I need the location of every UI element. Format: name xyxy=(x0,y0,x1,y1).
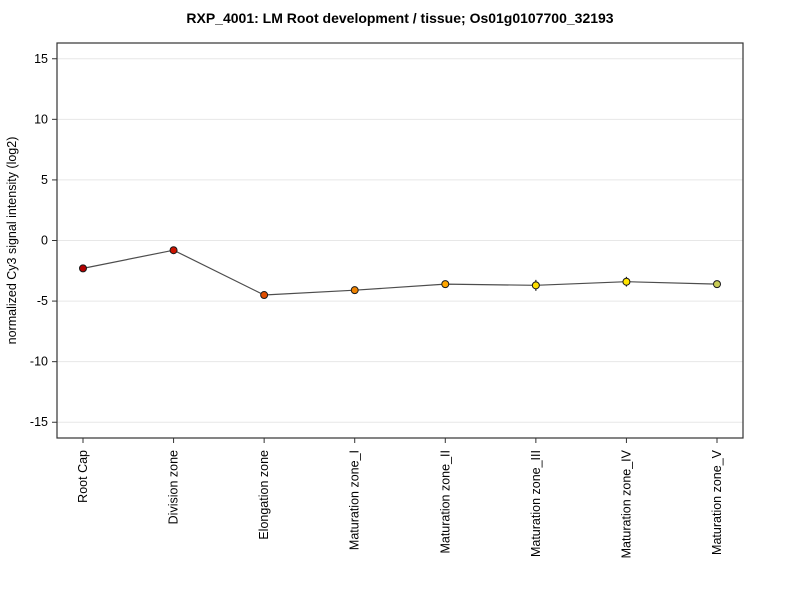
data-point xyxy=(79,264,87,273)
x-tick-label: Maturation zone_I xyxy=(348,450,362,550)
chart-title: RXP_4001: LM Root development / tissue; … xyxy=(186,10,614,26)
x-tick-label: Maturation zone_IV xyxy=(619,449,633,558)
data-point xyxy=(531,281,540,290)
data-point xyxy=(169,246,178,255)
data-point xyxy=(441,280,450,289)
plot-frame xyxy=(56,42,744,439)
x-tick-label: Maturation zone_III xyxy=(529,450,543,557)
x-tick-label: Maturation zone_II xyxy=(438,450,452,554)
y-axis-label: normalized Cy3 signal intensity (log2) xyxy=(5,137,19,345)
data-point xyxy=(260,291,269,300)
data-point xyxy=(622,277,631,286)
x-tick-label: Elongation zone xyxy=(257,450,271,540)
series-line xyxy=(82,249,718,296)
y-tick-label: -10 xyxy=(30,355,48,369)
y-tick-label: 15 xyxy=(34,52,48,66)
y-tick-label: -5 xyxy=(37,294,48,308)
y-tick-label: 10 xyxy=(34,112,48,126)
x-tick-label: Maturation zone_V xyxy=(710,449,724,555)
y-tick-label: -15 xyxy=(30,415,48,429)
x-tick-label: Division zone xyxy=(167,450,181,524)
y-tick-label: 0 xyxy=(41,234,48,248)
data-point xyxy=(350,286,359,295)
x-tick-label: Root Cap xyxy=(76,450,90,503)
y-tick-label: 5 xyxy=(41,173,48,187)
data-point xyxy=(713,280,721,289)
